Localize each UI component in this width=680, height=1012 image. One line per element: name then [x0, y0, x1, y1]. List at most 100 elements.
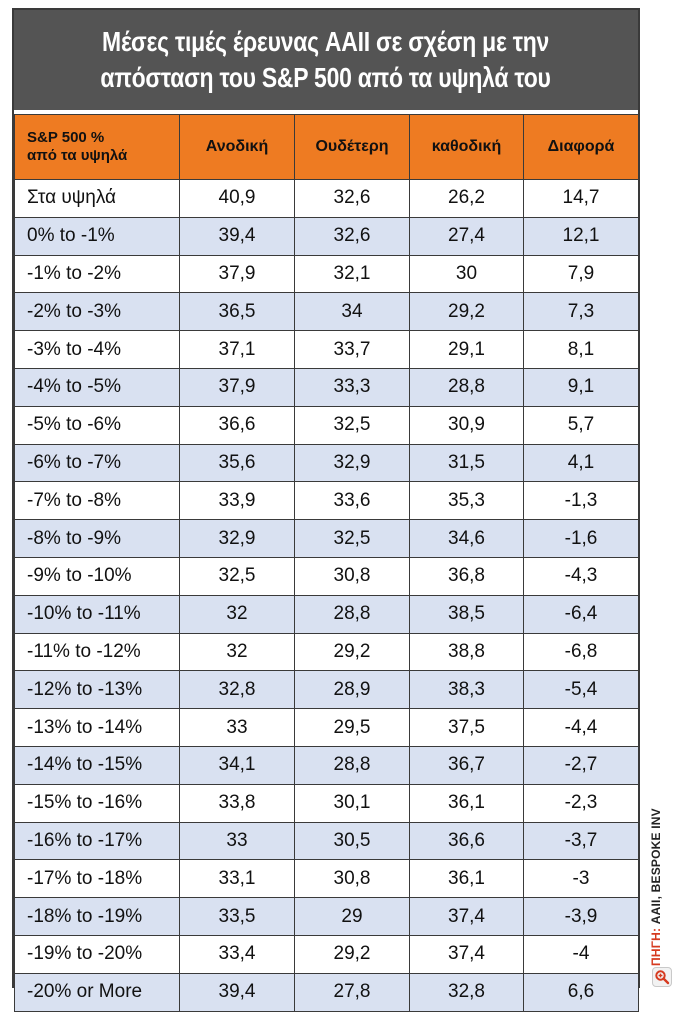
cell-bullish: 37,9: [179, 367, 295, 407]
column-header-range-line-2: από τα υψηλά: [27, 147, 128, 164]
cell-bearish: 29,2: [409, 292, 524, 332]
cell-range: -16% to -17%: [14, 821, 180, 861]
cell-range: -13% to -14%: [14, 708, 180, 747]
cell-bearish: 30: [409, 254, 524, 294]
table-row: -2% to -3% 36,5 34 29,2 7,3: [14, 292, 639, 332]
cell-bullish: 32,8: [179, 670, 295, 710]
cell-neutral: 30,1: [294, 783, 410, 823]
cell-bearish: 35,3: [409, 481, 524, 521]
column-header-range: S&P 500 % από τα υψηλά: [14, 114, 180, 180]
cell-bearish: 38,3: [409, 670, 524, 710]
cell-spread: -4,4: [523, 708, 639, 747]
table-row: -4% to -5% 37,9 33,3 28,8 9,1: [14, 367, 639, 407]
cell-bullish: 36,6: [179, 405, 295, 445]
cell-range: -3% to -4%: [14, 330, 180, 369]
cell-range: -20% or More: [14, 972, 180, 1012]
cell-bullish: 32,9: [179, 519, 295, 558]
table-row: -8% to -9% 32,9 32,5 34,6 -1,6: [14, 519, 639, 558]
cell-spread: 6,6: [523, 972, 639, 1012]
cell-bearish: 38,5: [409, 594, 524, 634]
cell-neutral: 28,8: [294, 745, 410, 785]
cell-bullish: 33,9: [179, 481, 295, 521]
cell-range: -11% to -12%: [14, 632, 180, 672]
cell-bullish: 39,4: [179, 972, 295, 1012]
cell-neutral: 30,8: [294, 556, 410, 596]
source-name: AAII, BESPOKE INV: [649, 808, 663, 925]
cell-neutral: 32,6: [294, 179, 410, 218]
source-prefix: ΠΗΓΗ:: [649, 927, 663, 966]
cell-neutral: 32,1: [294, 254, 410, 294]
table-row: -15% to -16% 33,8 30,1 36,1 -2,3: [14, 783, 639, 823]
cell-bullish: 33,4: [179, 934, 295, 974]
cell-bearish: 29,1: [409, 330, 524, 369]
cell-range: -8% to -9%: [14, 519, 180, 558]
cell-spread: -1,6: [523, 519, 639, 558]
magnifier-glyph: [655, 970, 670, 985]
cell-spread: -1,3: [523, 481, 639, 521]
table-row: 0% to -1% 39,4 32,6 27,4 12,1: [14, 216, 639, 256]
cell-bearish: 38,8: [409, 632, 524, 672]
cell-neutral: 27,8: [294, 972, 410, 1012]
zoom-icon[interactable]: [652, 967, 672, 987]
cell-spread: 8,1: [523, 330, 639, 369]
cell-bullish: 33,1: [179, 859, 295, 899]
source-text: ΠΗΓΗ: AAII, BESPOKE INV: [649, 808, 663, 966]
cell-bullish: 33,8: [179, 783, 295, 823]
cell-range: -12% to -13%: [14, 670, 180, 710]
cell-bullish: 32: [179, 594, 295, 634]
cell-neutral: 32,9: [294, 443, 410, 483]
cell-neutral: 34: [294, 292, 410, 332]
cell-bullish: 33: [179, 708, 295, 747]
cell-spread: 9,1: [523, 367, 639, 407]
cell-bullish: 35,6: [179, 443, 295, 483]
cell-bearish: 26,2: [409, 179, 524, 218]
column-header-neutral: Ουδέτερη: [294, 114, 410, 180]
data-table: S&P 500 % από τα υψηλά Ανοδική Ουδέτερη …: [14, 114, 639, 1012]
cell-spread: 4,1: [523, 443, 639, 483]
cell-range: -18% to -19%: [14, 897, 180, 936]
cell-neutral: 28,8: [294, 594, 410, 634]
table-row: -14% to -15% 34,1 28,8 36,7 -2,7: [14, 745, 639, 785]
table-row: -20% or More 39,4 27,8 32,8 6,6: [14, 972, 639, 1012]
cell-spread: -4,3: [523, 556, 639, 596]
cell-spread: 7,3: [523, 292, 639, 332]
cell-bearish: 31,5: [409, 443, 524, 483]
cell-bearish: 36,7: [409, 745, 524, 785]
cell-bullish: 37,9: [179, 254, 295, 294]
cell-range: -6% to -7%: [14, 443, 180, 483]
cell-spread: -6,4: [523, 594, 639, 634]
cell-spread: 5,7: [523, 405, 639, 445]
page-title: Μέσες τιμές έρευνας AAII σε σχέση με την…: [14, 10, 638, 110]
cell-spread: 7,9: [523, 254, 639, 294]
cell-neutral: 28,9: [294, 670, 410, 710]
cell-neutral: 33,3: [294, 367, 410, 407]
column-header-bearish: καθοδική: [409, 114, 524, 180]
cell-range: -1% to -2%: [14, 254, 180, 294]
cell-range: -4% to -5%: [14, 367, 180, 407]
column-header-spread: Διαφορά: [523, 114, 639, 180]
table-row: -3% to -4% 37,1 33,7 29,1 8,1: [14, 330, 639, 369]
cell-neutral: 33,6: [294, 481, 410, 521]
table-row: -13% to -14% 33 29,5 37,5 -4,4: [14, 708, 639, 747]
table-row: Στα υψηλά 40,9 32,6 26,2 14,7: [14, 179, 639, 218]
cell-spread: -3: [523, 859, 639, 899]
cell-spread: -2,7: [523, 745, 639, 785]
cell-range: -17% to -18%: [14, 859, 180, 899]
cell-spread: -3,7: [523, 821, 639, 861]
table-body: Στα υψηλά 40,9 32,6 26,2 14,7 0% to -1% 39,4 32…: [14, 179, 639, 1012]
cell-bullish: 34,1: [179, 745, 295, 785]
cell-bearish: 34,6: [409, 519, 524, 558]
cell-bearish: 37,5: [409, 708, 524, 747]
table-frame: Μέσες τιμές έρευνας AAII σε σχέση με την…: [12, 8, 640, 1012]
table-row: -18% to -19% 33,5 29 37,4 -3,9: [14, 897, 639, 936]
cell-bullish: 36,5: [179, 292, 295, 332]
cell-range: -15% to -16%: [14, 783, 180, 823]
cell-bearish: 36,1: [409, 783, 524, 823]
table-row: -1% to -2% 37,9 32,1 30 7,9: [14, 254, 639, 294]
cell-neutral: 32,5: [294, 519, 410, 558]
table-row: -12% to -13% 32,8 28,9 38,3 -5,4: [14, 670, 639, 710]
cell-spread: 12,1: [523, 216, 639, 256]
cell-neutral: 29,5: [294, 708, 410, 747]
cell-range: -7% to -8%: [14, 481, 180, 521]
cell-bullish: 37,1: [179, 330, 295, 369]
